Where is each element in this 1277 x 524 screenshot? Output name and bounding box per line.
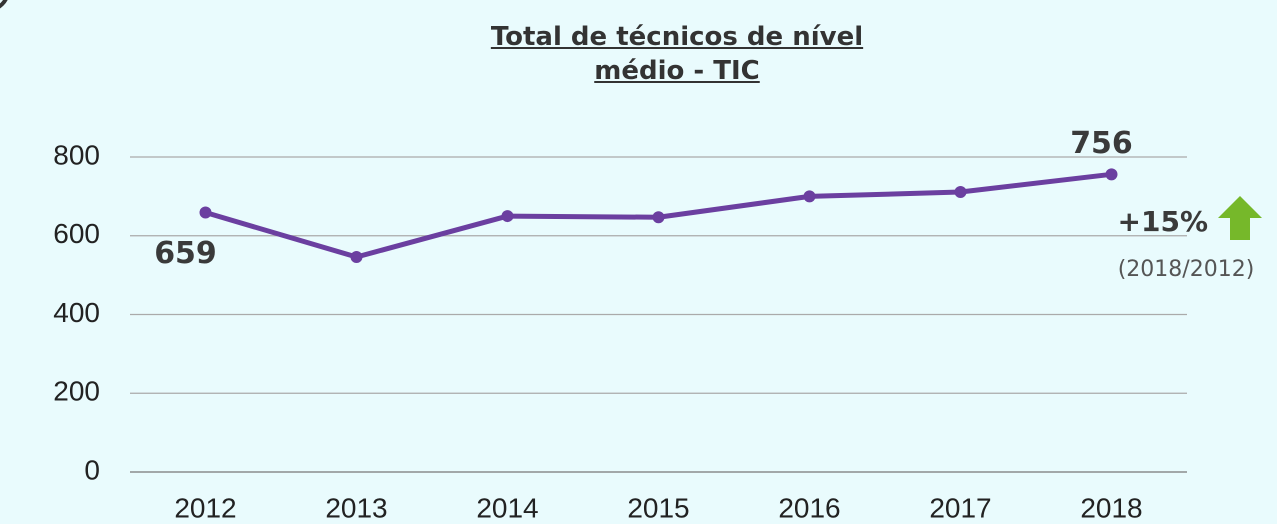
data-label: 756 bbox=[1070, 126, 1133, 161]
y-tick-label: 200 bbox=[53, 376, 100, 407]
arrow-shape bbox=[1218, 196, 1262, 240]
partial-icon bbox=[0, 0, 8, 9]
up-arrow bbox=[1218, 196, 1262, 240]
y-tick-label: 600 bbox=[53, 218, 100, 249]
x-tick-label: 2016 bbox=[778, 492, 840, 523]
x-tick-label: 2014 bbox=[476, 492, 538, 523]
point bbox=[350, 251, 363, 264]
y-tick-label: 400 bbox=[53, 297, 100, 328]
x-tick-label: 2018 bbox=[1080, 492, 1142, 523]
x-tick-label: 2017 bbox=[929, 492, 991, 523]
x-tick-label: 2013 bbox=[325, 492, 387, 523]
point bbox=[1105, 168, 1118, 181]
x-tick-label: 2015 bbox=[627, 492, 689, 523]
point bbox=[803, 190, 816, 203]
x-tick-label: 2012 bbox=[174, 492, 236, 523]
data-label: 659 bbox=[154, 236, 217, 271]
point bbox=[501, 210, 514, 223]
point bbox=[199, 206, 212, 219]
y-tick-label: 800 bbox=[53, 139, 100, 170]
point bbox=[652, 211, 665, 224]
period-annotation: (2018/2012) bbox=[1118, 257, 1255, 282]
point bbox=[954, 186, 967, 199]
change-annotation: +15% bbox=[1118, 205, 1208, 238]
chart-title: Total de técnicos de nível médio - TIC bbox=[490, 22, 864, 86]
y-tick-label: 0 bbox=[84, 454, 100, 485]
